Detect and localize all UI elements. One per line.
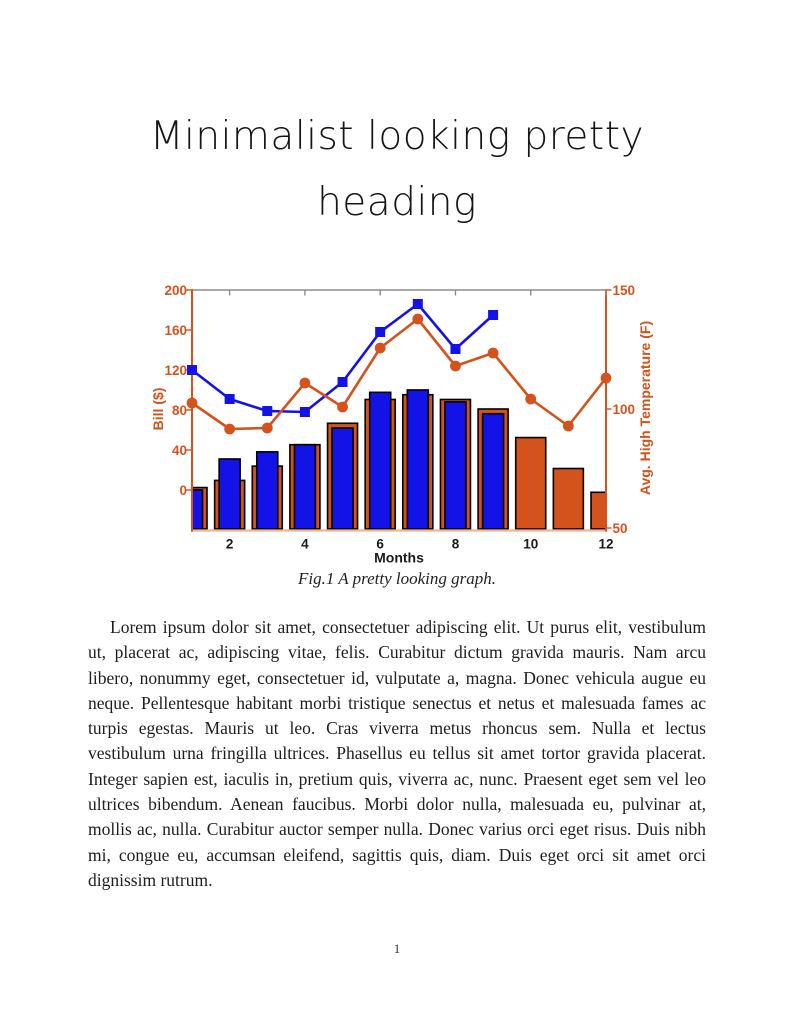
blue-line-bill-square-marker <box>337 377 348 387</box>
bars-layer <box>192 389 606 530</box>
left-axis-tick-label: 160 <box>164 323 187 338</box>
orange-line-bill-circle-marker <box>525 393 537 405</box>
orange-line-bill-circle-marker <box>487 347 499 359</box>
blue-bars-avg-high-temperature-bar <box>481 412 505 530</box>
left-axis-tick-label: 120 <box>164 363 187 378</box>
x-axis-tick-label: 4 <box>301 537 309 552</box>
figure: 0 40 80 120 160 200 50 100 150 2 4 6 8 10 12 Months Bill… <box>140 276 670 568</box>
right-axis-tick-label: 150 <box>613 283 636 298</box>
blue-bars-avg-high-temperature-bar <box>293 443 317 530</box>
orange-line-bill-line <box>191 317 608 431</box>
x-axis-tick-label: 2 <box>226 537 234 552</box>
body-paragraph: Lorem ipsum dolor sit amet, consectetuer… <box>88 617 706 890</box>
orange-line-bill-circle-marker <box>600 372 612 384</box>
x-axis-label: Months <box>374 550 424 566</box>
orange-bars-avg-high-temperature-bar <box>590 491 606 530</box>
orange-line-bill-circle-marker <box>261 422 273 434</box>
x-axis-tick-label: 8 <box>452 537 460 552</box>
blue-bars-avg-high-temperature-bar <box>192 489 204 530</box>
blue-line-bill-square-marker <box>488 310 499 320</box>
blue-line-bill-square-marker <box>412 299 423 309</box>
orange-line-bill-circle-marker <box>337 401 348 413</box>
blue-line-bill-square-marker <box>299 407 310 417</box>
left-axis-tick-label: 200 <box>164 283 187 298</box>
page-title: Minimalist looking pretty heading <box>0 104 794 236</box>
blue-bars-avg-high-temperature-bar <box>331 427 354 530</box>
orange-line-bill-circle-marker <box>412 313 424 325</box>
left-axis-tick-label: 80 <box>172 403 187 418</box>
blue-line-bill-square-marker <box>262 406 273 416</box>
page-title-line2: heading <box>317 180 477 225</box>
left-y-axis-label: Bill ($) <box>150 388 166 431</box>
blue-line-bill-square-marker <box>224 394 235 404</box>
blue-bars-avg-high-temperature-bar <box>255 451 279 530</box>
orange-line-bill-circle-marker <box>374 342 386 354</box>
right-axis-tick-label: 100 <box>613 402 636 417</box>
blue-bars-avg-high-temperature-bar <box>444 401 467 530</box>
orange-bars-avg-high-temperature-bar <box>514 436 547 530</box>
right-axis-tick-label: 50 <box>613 521 628 536</box>
blue-line-bill-square-marker <box>375 327 386 337</box>
orange-line-bill-circle-marker <box>224 423 236 435</box>
figure-caption: Fig.1 A pretty looking graph. <box>297 569 496 588</box>
blue-bars-avg-high-temperature-bar <box>368 391 392 530</box>
blue-line-bill-square-marker <box>450 344 461 354</box>
blue-bars-avg-high-temperature-bar <box>218 458 241 530</box>
blue-bars-avg-high-temperature-bar <box>406 389 430 530</box>
left-axis-tick-label: 0 <box>179 483 187 498</box>
bill-temperature-chart: 0 40 80 120 160 200 50 100 150 2 4 6 8 10 12 Months Bill… <box>150 283 653 566</box>
blue-line-bill-square-marker <box>187 365 197 375</box>
orange-line-bill-circle-marker <box>562 420 574 432</box>
orange-bars-avg-high-temperature-bar <box>552 467 585 530</box>
x-axis-tick-label: 10 <box>523 537 538 552</box>
left-axis-tick-label: 40 <box>172 443 187 458</box>
page-number: 1 <box>393 941 401 956</box>
right-y-axis-label: Avg. High Temperature (F) <box>637 321 653 495</box>
orange-line-bill-circle-marker <box>450 360 461 372</box>
x-axis-tick-label: 12 <box>598 537 613 552</box>
x-axis-tick-label: 6 <box>376 537 384 552</box>
orange-line-bill-circle-marker <box>299 377 311 389</box>
page-title-line1: Minimalist looking pretty <box>149 114 645 159</box>
orange-line-bill-circle-marker <box>186 397 198 409</box>
